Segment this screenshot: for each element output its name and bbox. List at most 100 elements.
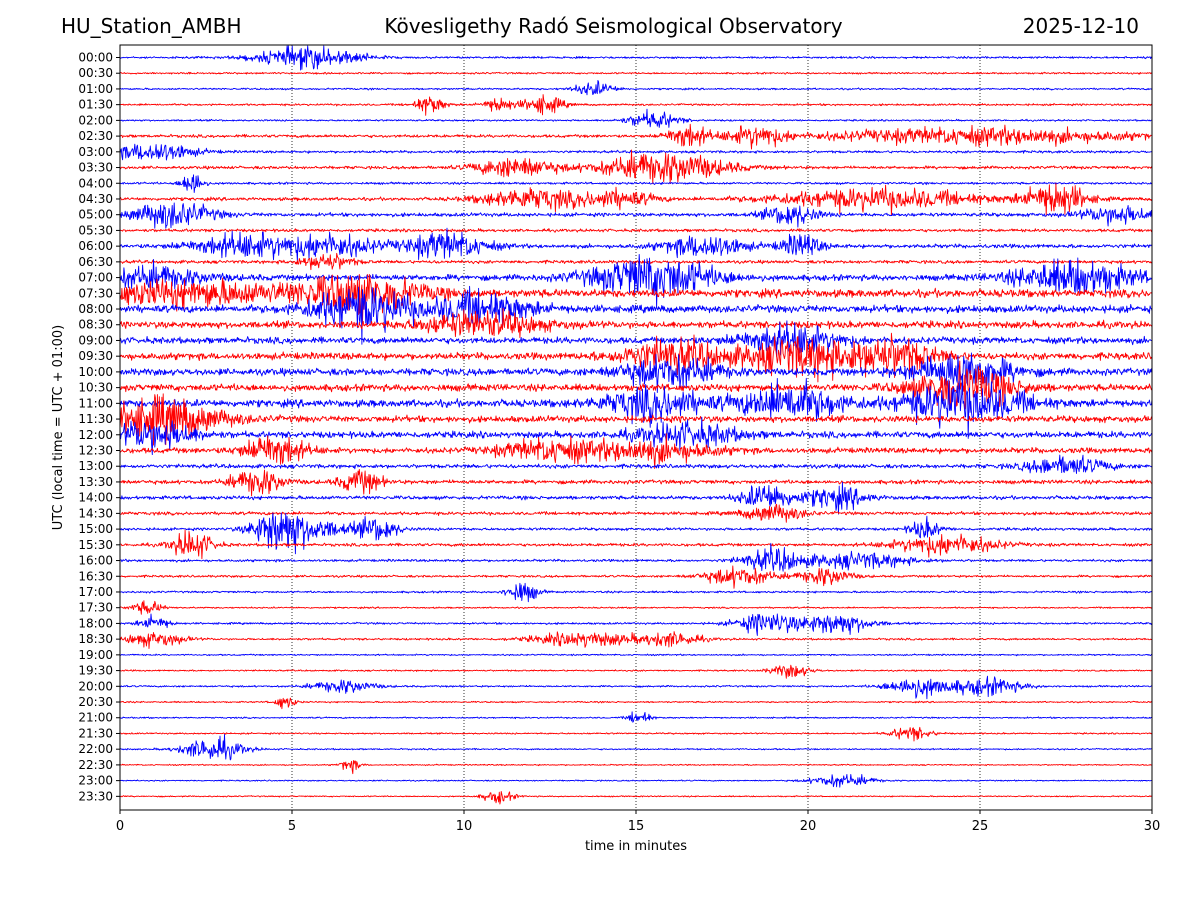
station-label: HU_Station_AMBH	[61, 14, 242, 38]
y-tick-label: 18:30	[78, 632, 113, 646]
y-tick-label: 00:30	[78, 66, 113, 80]
y-tick-label: 12:30	[78, 444, 113, 458]
trace-1500	[119, 512, 1153, 555]
trace-1230	[119, 433, 1153, 469]
grid-layer	[291, 45, 981, 810]
trace-2130	[119, 726, 1153, 742]
trace-2030	[119, 697, 1153, 710]
x-tick-label: 20	[800, 819, 817, 834]
trace-0030	[119, 71, 1153, 75]
x-tick-label: 5	[288, 819, 296, 834]
trace-0130	[119, 94, 1153, 116]
trace-1330	[119, 468, 1153, 497]
y-tick-label: 13:00	[78, 459, 113, 473]
trace-0900	[119, 320, 1153, 357]
trace-0530	[119, 228, 1153, 233]
y-tick-label: 20:30	[78, 695, 113, 709]
y-tick-label: 10:30	[78, 381, 113, 395]
y-tick-label: 16:30	[78, 569, 113, 583]
trace-1700	[119, 582, 1153, 603]
y-tick-label: 23:00	[78, 774, 113, 788]
y-tick-label: 16:00	[78, 554, 113, 568]
y-tick-label: 22:30	[78, 758, 113, 772]
trace-0700	[119, 253, 1153, 309]
y-tick-label: 09:00	[78, 333, 113, 347]
y-tick-label: 04:30	[78, 192, 113, 206]
y-tick-label: 19:30	[78, 664, 113, 678]
trace-1200	[119, 416, 1153, 456]
y-tick-label: 11:00	[78, 396, 113, 410]
trace-1830	[119, 631, 1153, 649]
trace-0230	[119, 123, 1153, 150]
trace-0400	[119, 174, 1153, 193]
date-label: 2025-12-10	[1022, 14, 1139, 38]
trace-1030	[119, 360, 1153, 410]
trace-0100	[119, 80, 1153, 96]
y-tick-label: 23:30	[78, 789, 113, 803]
y-tick-label: 21:00	[78, 711, 113, 725]
trace-2000	[119, 675, 1152, 700]
y-tick-label: 12:00	[78, 428, 113, 442]
y-tick-label: 00:00	[78, 51, 113, 65]
y-tick-label: 06:00	[78, 239, 113, 253]
trace-2200	[119, 734, 1152, 761]
y-tick-label: 20:00	[78, 679, 113, 693]
trace-0000	[119, 45, 1153, 71]
y-tick-label: 08:30	[78, 318, 113, 332]
trace-1600	[119, 542, 1153, 572]
trace-0800	[119, 285, 1153, 345]
x-tick-label: 0	[116, 819, 124, 834]
x-tick-label: 15	[628, 819, 645, 834]
y-tick-label: 13:30	[78, 475, 113, 489]
y-tick-label: 05:30	[78, 223, 113, 237]
x-axis-label: time in minutes	[585, 839, 687, 854]
trace-0330	[119, 149, 1153, 185]
trace-0730	[119, 273, 1153, 323]
y-tick-label: 03:00	[78, 145, 113, 159]
trace-1530	[119, 529, 1153, 560]
y-tick-label: 18:00	[78, 616, 113, 630]
y-tick-label: 15:00	[78, 522, 113, 536]
y-tick-label: 01:00	[78, 82, 113, 96]
trace-1000	[119, 352, 1153, 393]
y-tick-label: 07:30	[78, 286, 113, 300]
y-tick-label: 02:00	[78, 113, 113, 127]
trace-1800	[119, 613, 1153, 636]
y-tick-label: 04:00	[78, 176, 113, 190]
trace-0430	[119, 183, 1153, 217]
y-tick-label: 06:30	[78, 255, 113, 269]
trace-0600	[119, 227, 1153, 262]
y-axis-label: UTC (local time = UTC + 01:00)	[51, 325, 66, 530]
y-tick-label: 10:00	[78, 365, 113, 379]
trace-0500	[119, 202, 1153, 229]
trace-2230	[119, 760, 1153, 775]
trace-0930	[119, 332, 1153, 383]
y-tick-label: 14:00	[78, 491, 113, 505]
y-tick-label: 09:30	[78, 349, 113, 363]
y-tick-label: 02:30	[78, 129, 113, 143]
x-tick-label: 25	[972, 819, 989, 834]
trace-1930	[119, 664, 1153, 679]
trace-2300	[119, 773, 1153, 788]
y-tick-label: 17:30	[78, 601, 113, 615]
x-tick-label: 30	[1144, 819, 1161, 834]
y-tick-label: 14:30	[78, 506, 113, 520]
trace-0830	[119, 307, 1153, 338]
y-tick-label: 07:00	[78, 271, 113, 285]
y-tick-label: 11:30	[78, 412, 113, 426]
x-tick-label: 10	[456, 819, 473, 834]
y-tick-label: 05:00	[78, 208, 113, 222]
y-tick-label: 19:00	[78, 648, 113, 662]
trace-1130	[119, 393, 1153, 446]
y-tick-label: 17:00	[78, 585, 113, 599]
trace-1100	[119, 373, 1153, 439]
y-tick-label: 15:30	[78, 538, 113, 552]
trace-1430	[119, 503, 1153, 523]
chart-title: Kövesligethy Radó Seismological Observat…	[384, 14, 843, 38]
y-tick-label: 01:30	[78, 98, 113, 112]
trace-1300	[119, 454, 1153, 474]
trace-1630	[119, 565, 1153, 589]
trace-0300	[119, 143, 1153, 161]
